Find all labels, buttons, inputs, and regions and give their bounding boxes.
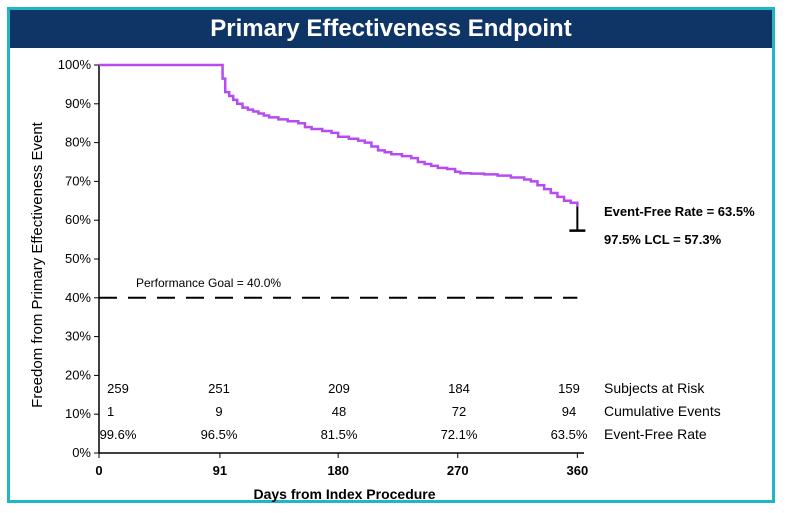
y-tick-label: 80% bbox=[65, 135, 91, 150]
y-tick-label: 100% bbox=[58, 57, 92, 72]
chart-title: Primary Effectiveness Endpoint bbox=[10, 10, 772, 48]
y-tick-label: 0% bbox=[72, 445, 91, 460]
performance-goal-label: Performance Goal = 40.0% bbox=[136, 276, 281, 290]
risk-table-cell: 72.1% bbox=[441, 427, 478, 442]
risk-table-cell: 184 bbox=[448, 381, 470, 396]
risk-table-cell: 259 bbox=[107, 381, 129, 396]
y-tick-label: 30% bbox=[65, 329, 91, 344]
x-tick-label: 91 bbox=[213, 463, 227, 478]
lcl-label: 97.5% LCL = 57.3% bbox=[604, 232, 722, 247]
x-tick-label: 360 bbox=[567, 463, 589, 478]
risk-table-cell: 251 bbox=[208, 381, 230, 396]
risk-table-cell: 96.5% bbox=[201, 427, 238, 442]
risk-table-cell: 81.5% bbox=[321, 427, 358, 442]
risk-table-row-label: Subjects at Risk bbox=[604, 380, 705, 396]
risk-table-cell: 9 bbox=[215, 404, 222, 419]
risk-table-cell: 99.6% bbox=[100, 427, 137, 442]
risk-table-cell: 48 bbox=[332, 404, 346, 419]
y-axis-label: Freedom from Primary Effectiveness Event bbox=[29, 121, 46, 407]
x-tick-label: 180 bbox=[327, 463, 349, 478]
x-tick-label: 270 bbox=[447, 463, 469, 478]
x-tick-label: 0 bbox=[95, 463, 102, 478]
risk-table-cell: 72 bbox=[452, 404, 466, 419]
risk-table-cell: 209 bbox=[328, 381, 350, 396]
risk-table-cell: 1 bbox=[107, 404, 114, 419]
y-tick-label: 10% bbox=[65, 406, 91, 421]
risk-table-cell: 63.5% bbox=[551, 427, 588, 442]
risk-table-cell: 94 bbox=[562, 404, 576, 419]
y-tick-label: 60% bbox=[65, 212, 91, 227]
chart-frame bbox=[7, 7, 775, 503]
risk-table-cell: 159 bbox=[558, 381, 580, 396]
y-tick-label: 70% bbox=[65, 173, 91, 188]
risk-table-row-label: Event-Free Rate bbox=[604, 426, 707, 442]
risk-table-row-label: Cumulative Events bbox=[604, 403, 721, 419]
y-tick-label: 20% bbox=[65, 367, 91, 382]
y-tick-label: 50% bbox=[65, 251, 91, 266]
y-tick-label: 40% bbox=[65, 290, 91, 305]
survival-curve bbox=[99, 63, 579, 207]
x-axis-label: Days from Index Procedure bbox=[253, 486, 435, 502]
event-free-rate-label: Event-Free Rate = 63.5% bbox=[604, 204, 755, 219]
y-tick-label: 90% bbox=[65, 96, 91, 111]
